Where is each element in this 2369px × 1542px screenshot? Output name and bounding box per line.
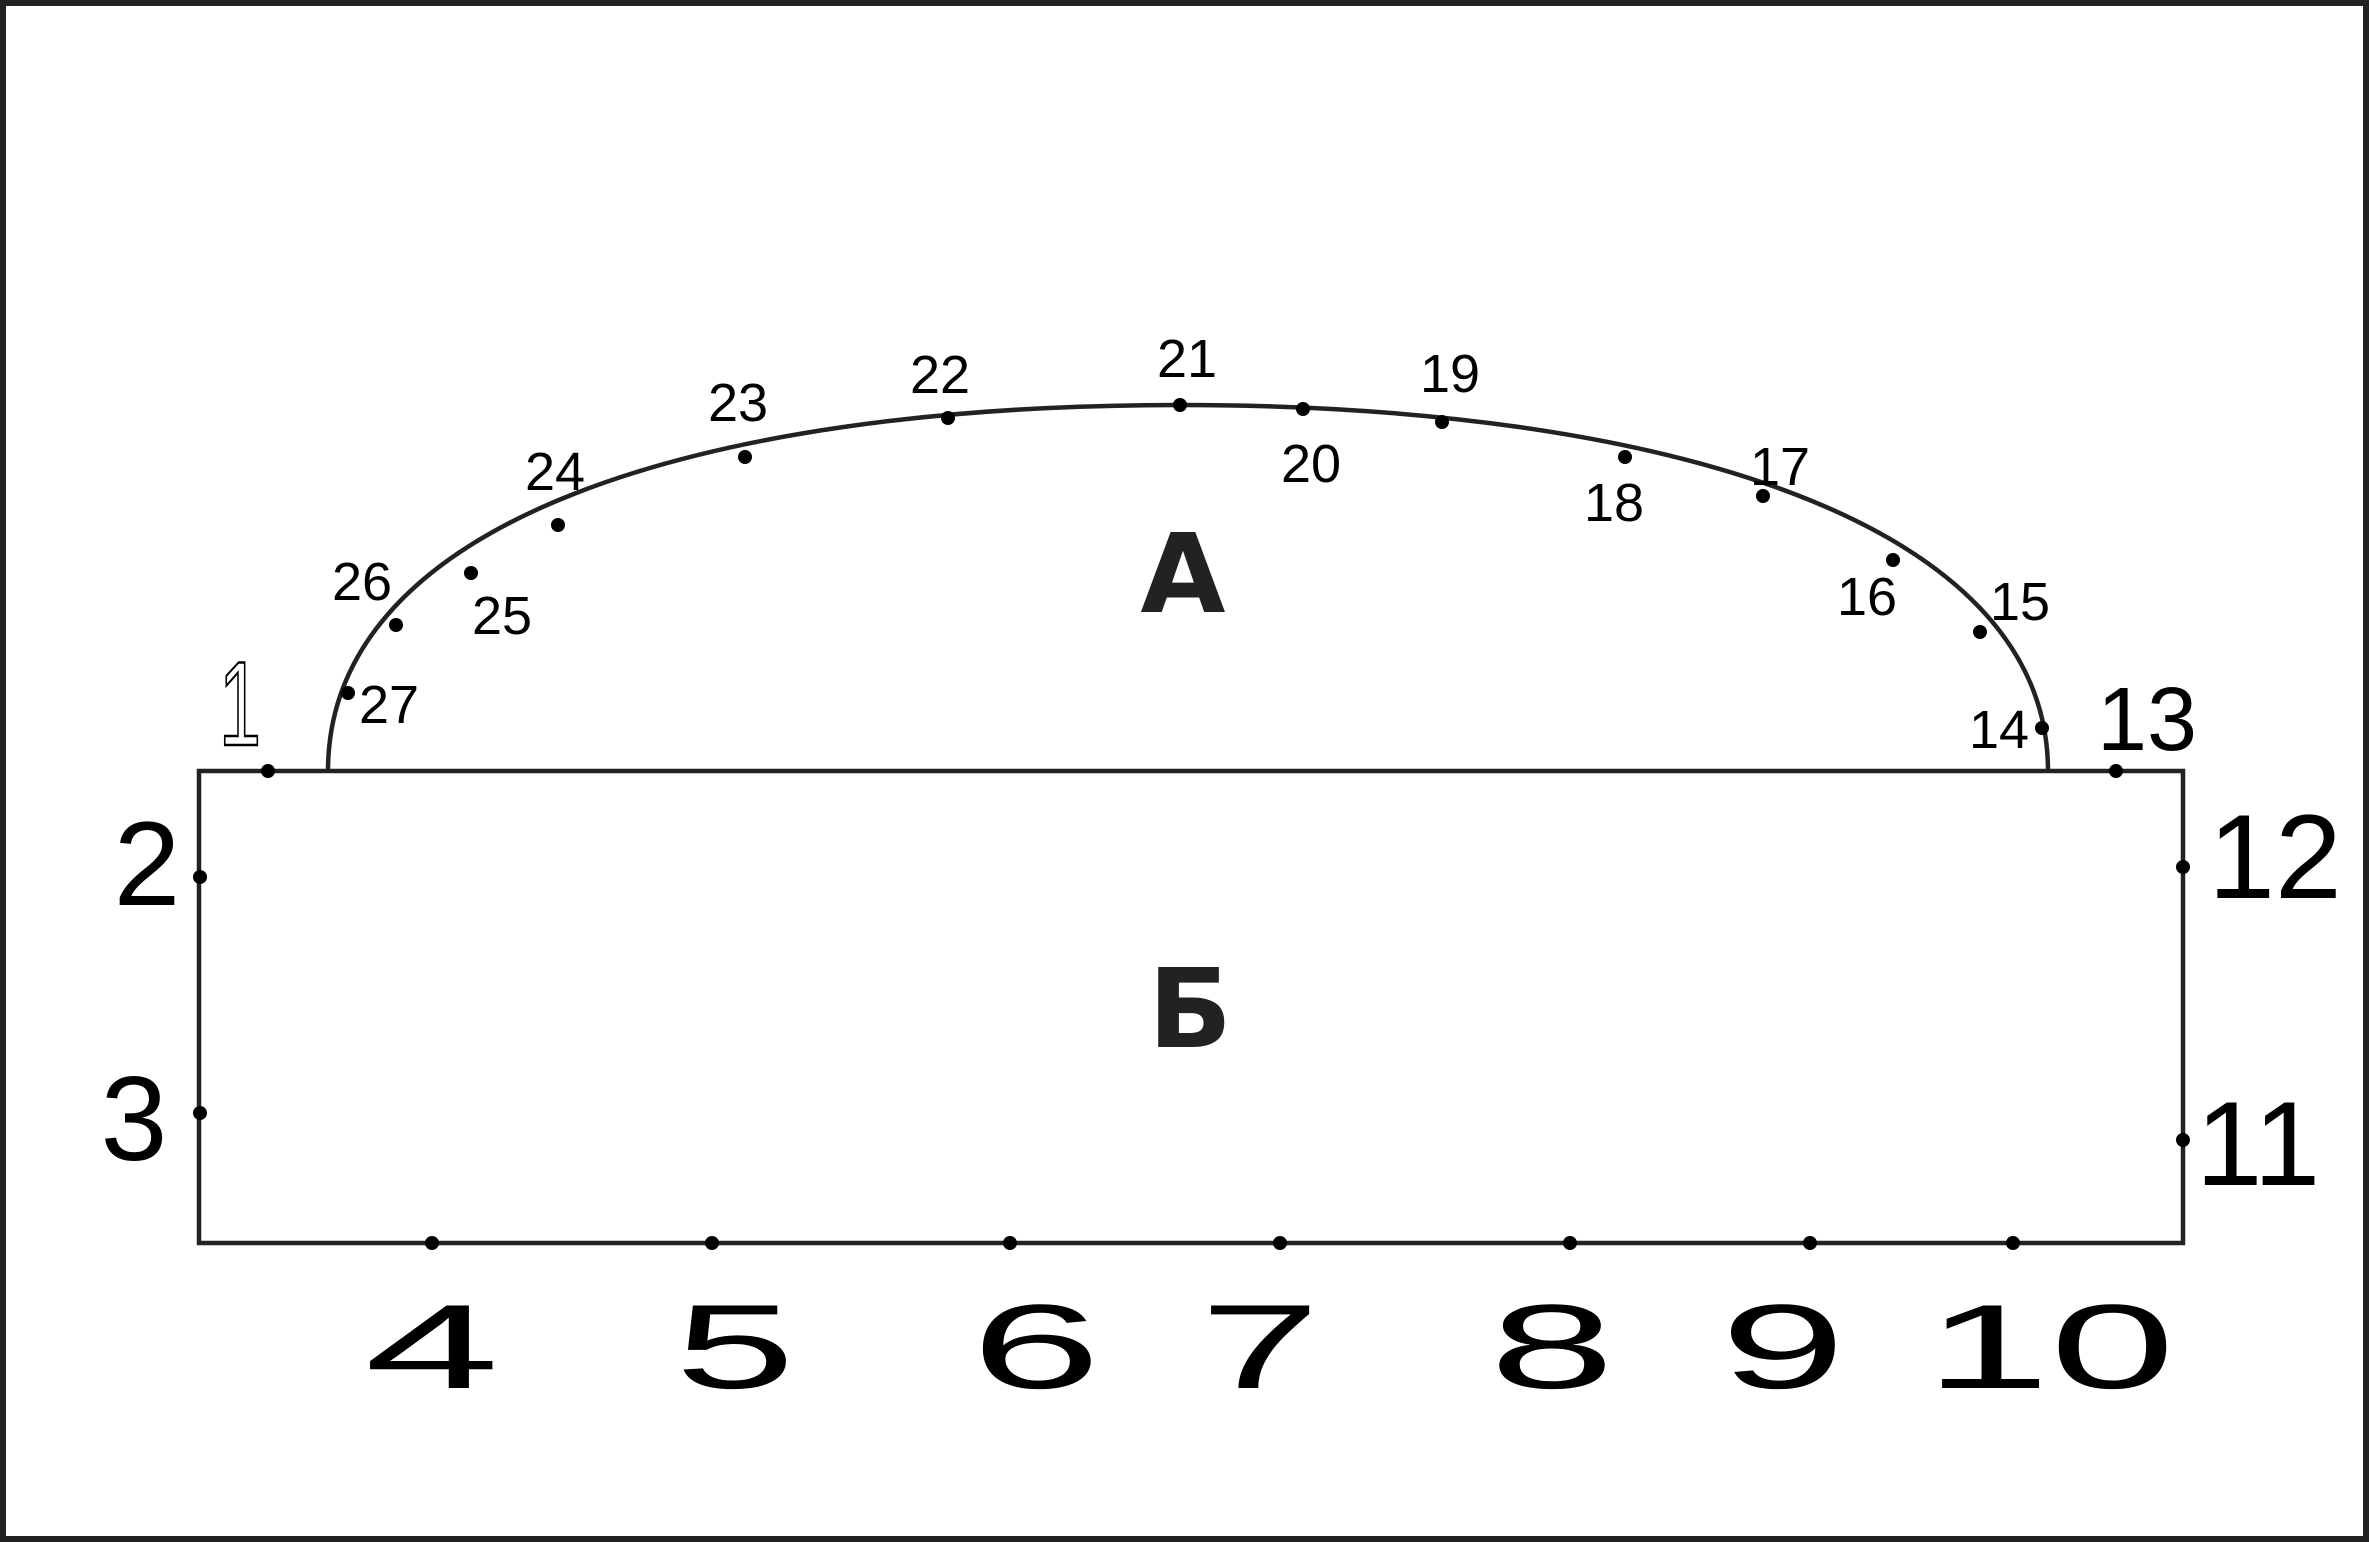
point-label-13: 13 [2097,670,2197,770]
dot [1756,489,1770,503]
dot [1886,553,1900,567]
point-label-12: 12 [2208,790,2341,924]
dot [1435,415,1449,429]
point-label-26: 26 [332,552,392,612]
dot [389,618,403,632]
dot [2006,1236,2020,1250]
region-label-b: Б [1148,945,1232,1073]
point-label-3: 3 [101,1052,168,1186]
point-label-19: 19 [1420,344,1480,404]
dot [551,518,565,532]
rectangle-dots [193,764,2190,1250]
point-label-5: 5 [675,1280,795,1414]
point-label-8: 8 [1490,1280,1615,1414]
point-label-1: 1 [219,637,261,771]
point-label-23: 23 [708,373,768,433]
dot [464,566,478,580]
dot [1618,450,1632,464]
dot [2176,860,2190,874]
dot [1003,1236,1017,1250]
dot [1273,1236,1287,1250]
dot [341,686,355,700]
dot [1173,398,1187,412]
point-label-17: 17 [1750,437,1810,497]
point-label-14: 14 [1969,700,2029,760]
point-label-7: 7 [1200,1280,1320,1414]
dot [193,870,207,884]
point-label-16: 16 [1837,567,1897,627]
dot [261,764,275,778]
point-label-24: 24 [525,442,585,502]
dot [941,411,955,425]
dot [705,1236,719,1250]
point-label-10: 10 [1925,1280,2175,1414]
point-label-9: 9 [1721,1280,1846,1414]
dot [1803,1236,1817,1250]
point-label-15: 15 [1990,572,2050,632]
arch-dots [341,398,2049,735]
point-label-11: 11 [2196,1077,2321,1211]
point-label-25: 25 [472,586,532,646]
point-label-18: 18 [1584,473,1644,533]
point-label-20: 20 [1281,434,1341,494]
region-label-a: А [1140,510,1225,638]
dot [1296,402,1310,416]
point-label-27: 27 [359,675,419,735]
dot [425,1236,439,1250]
dot [2176,1133,2190,1147]
dot [2109,764,2123,778]
dot [738,450,752,464]
point-label-21: 21 [1157,329,1217,389]
rectangle-shape [196,768,2186,1246]
dot [2035,721,2049,735]
point-label-22: 22 [910,345,970,405]
point-label-2: 2 [114,797,181,931]
point-label-6: 6 [971,1280,1101,1414]
point-label-4: 4 [365,1280,500,1414]
dot [1563,1236,1577,1250]
dot [193,1106,207,1120]
dot [1973,625,1987,639]
